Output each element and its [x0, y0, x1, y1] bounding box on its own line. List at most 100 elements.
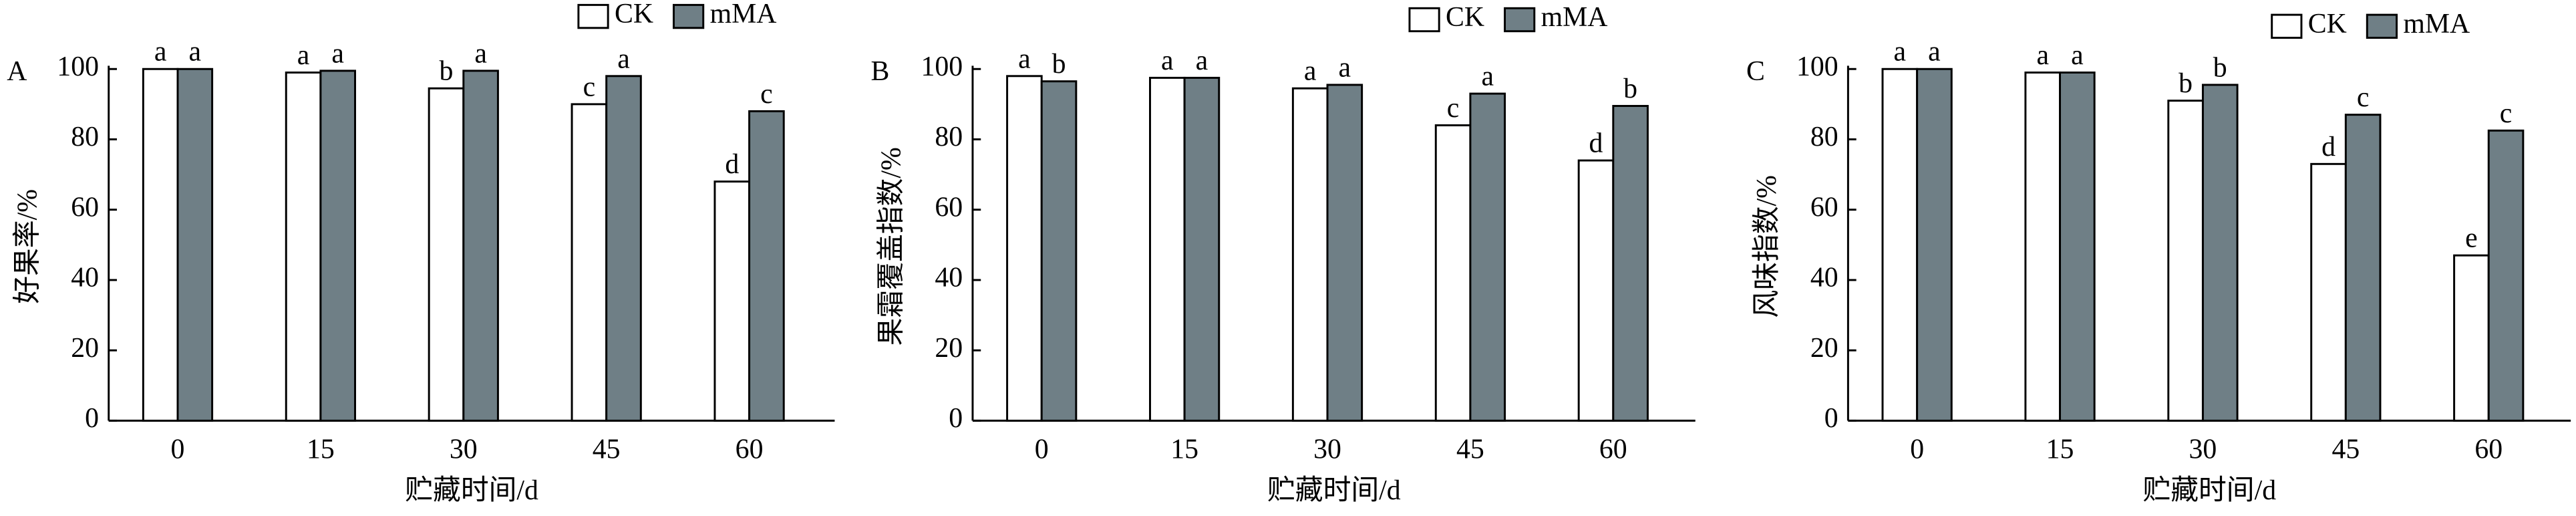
significance-label: a [1481, 61, 1494, 92]
bar [1881, 68, 1919, 422]
significance-label: a [154, 37, 167, 68]
x-tick-label: 45 [1456, 434, 1484, 465]
legend-label: CK [1446, 2, 1484, 33]
bar [142, 68, 179, 422]
legend-swatch [673, 3, 705, 29]
significance-label: d [1589, 128, 1603, 159]
x-tick-label: 0 [171, 434, 185, 465]
significance-label: b [2213, 52, 2227, 83]
significance-label: a [1161, 45, 1174, 76]
y-tick-label: 80 [71, 122, 99, 152]
significance-label: d [2321, 132, 2336, 162]
legend-swatch [2271, 13, 2303, 39]
legend-swatch [2366, 13, 2398, 39]
legend-swatch [1504, 7, 1536, 33]
bar [1469, 92, 1506, 422]
significance-label: a [1018, 43, 1031, 74]
bar [2487, 129, 2525, 422]
significance-label: a [1894, 37, 1907, 68]
significance-label: a [1196, 45, 1209, 76]
bar [1149, 76, 1186, 422]
legend-label: CK [2308, 9, 2347, 39]
y-tick-label: 80 [1810, 122, 1838, 152]
x-tick-label: 60 [736, 434, 764, 465]
legend-label: mMA [710, 0, 777, 29]
bar [1040, 80, 1078, 422]
bar [2310, 162, 2347, 422]
legend-label: mMA [2403, 9, 2470, 39]
bar [571, 103, 608, 422]
x-tick-label: 45 [593, 434, 621, 465]
x-tick-label: 0 [1910, 434, 1924, 465]
significance-label: c [760, 79, 773, 110]
bar [2453, 254, 2490, 422]
panel-label: C [1746, 56, 1765, 87]
bar [605, 75, 642, 422]
significance-label: c [2500, 98, 2513, 129]
y-tick-label: 0 [949, 403, 963, 434]
significance-label: e [2465, 223, 2478, 254]
significance-label: a [617, 43, 630, 74]
significance-label: b [440, 56, 454, 87]
x-tick-label: 30 [450, 434, 478, 465]
significance-label: a [474, 38, 487, 69]
y-axis-label: 风味指数/% [1752, 175, 1782, 318]
y-tick-label: 100 [57, 51, 99, 82]
y-tick-label: 20 [1810, 333, 1838, 364]
significance-label: b [2179, 68, 2193, 99]
significance-label: c [583, 72, 596, 102]
significance-label: a [189, 37, 202, 68]
x-axis-label: 贮藏时间/d [1267, 475, 1401, 506]
y-tick-label: 20 [935, 333, 963, 364]
bar [462, 70, 499, 422]
y-axis-label: 好果率/% [11, 189, 43, 304]
bar [1183, 76, 1221, 422]
y-tick-label: 60 [71, 192, 99, 223]
y-tick-label: 80 [935, 122, 963, 152]
bar [176, 68, 214, 422]
significance-label: a [2036, 40, 2049, 71]
significance-label: a [331, 38, 344, 69]
y-axis-label: 果霜覆盖指数/% [876, 147, 907, 346]
bar [1006, 75, 1043, 422]
significance-label: a [2071, 40, 2084, 71]
x-tick-label: 15 [2046, 434, 2074, 465]
y-tick-label: 40 [71, 263, 99, 293]
x-tick-label: 45 [2331, 434, 2360, 465]
bar [1612, 105, 1649, 422]
x-tick-label: 30 [1313, 434, 1341, 465]
bar [428, 87, 465, 422]
bar [2201, 84, 2239, 422]
legend-swatch [577, 3, 609, 29]
significance-label: c [1447, 93, 1460, 124]
significance-label: c [2357, 82, 2370, 113]
panel-label: A [7, 56, 27, 87]
bar [1434, 124, 1472, 422]
significance-label: b [1623, 74, 1637, 104]
bar [319, 70, 356, 422]
y-tick-label: 60 [935, 192, 963, 223]
x-tick-label: 60 [1599, 434, 1627, 465]
bar [2059, 72, 2096, 422]
y-tick-label: 100 [1796, 51, 1838, 82]
significance-label: a [297, 40, 310, 71]
significance-label: d [725, 149, 739, 180]
x-axis-label: 贮藏时间/d [2142, 475, 2276, 506]
y-tick-label: 60 [1810, 192, 1838, 223]
bar [748, 110, 785, 422]
y-tick-label: 100 [921, 51, 963, 82]
legend-swatch [1408, 7, 1440, 33]
y-tick-label: 20 [71, 333, 99, 364]
significance-label: a [1928, 37, 1941, 68]
legend-label: CK [615, 0, 653, 29]
x-axis-label: 贮藏时间/d [405, 475, 538, 506]
y-tick-label: 40 [935, 263, 963, 293]
x-tick-label: 15 [1170, 434, 1198, 465]
x-tick-label: 0 [1035, 434, 1049, 465]
x-tick-label: 60 [2474, 434, 2503, 465]
y-tick-label: 40 [1810, 263, 1838, 293]
significance-label: b [1052, 49, 1066, 80]
y-tick-label: 0 [85, 403, 99, 434]
legend-label: mMA [1541, 2, 1608, 33]
